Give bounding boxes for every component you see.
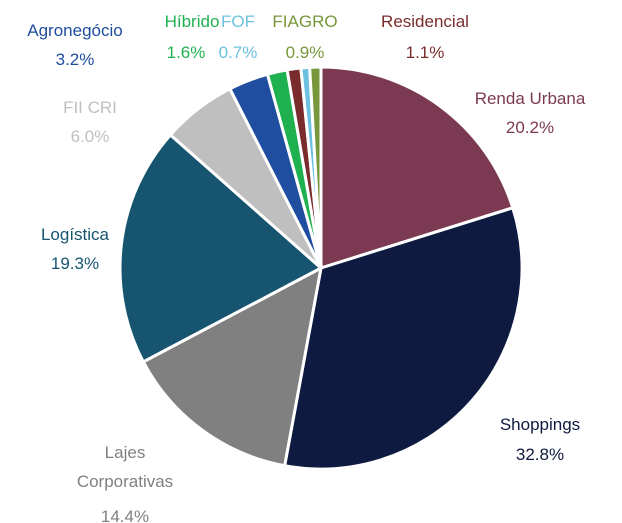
value-label: 32.8% [515,445,565,464]
pie-slice [282,205,524,471]
value-label: 14.4% [100,507,150,523]
pie-slice [118,132,324,364]
slice-label: Lajes Corporativas [76,443,174,491]
slice-label: Shoppings [499,415,581,434]
slice-label: Logística [40,225,110,244]
pie-slice [319,65,515,271]
slice-label: Híbrido [164,12,220,31]
value-label: 0.9% [285,43,325,62]
value-label: 20.2% [505,118,555,137]
value-label: 3.2% [55,50,95,69]
slice-label: FII CRI [63,98,117,117]
value-label: 6.0% [70,127,110,146]
value-label: 0.7% [218,43,258,62]
pie-slice [308,65,323,269]
slice-label: Residencial [381,12,469,31]
slice-label: FIAGRO [272,12,338,31]
value-label: 1.6% [166,43,206,62]
pie-slice [141,265,324,468]
slice-label: Renda Urbana [474,89,586,108]
slice-label: FOF [221,12,255,31]
value-label: 1.1% [405,43,445,62]
value-label: 19.3% [50,254,100,273]
slice-label: Agronegócio [27,21,123,40]
